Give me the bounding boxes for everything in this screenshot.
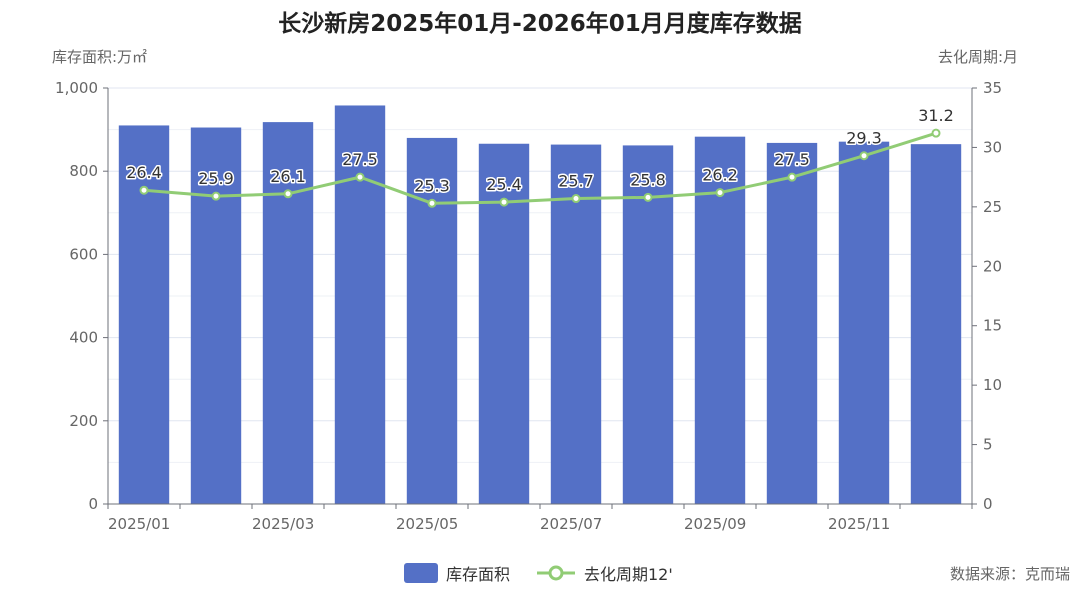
chart-title: 长沙新房2025年01月-2026年01月月度库存数据 [278,11,802,37]
legend-bar-swatch [404,563,438,583]
y-right-tick-label: 5 [983,436,993,454]
cycle-point-2025/08 [643,192,653,202]
legend-label-inventory: 库存面积 [446,565,511,584]
cycle-data-label: 26.1 [270,167,306,186]
cycle-point-2025/09 [715,188,725,198]
y-left-tick-label: 0 [88,495,98,513]
y-right-tick-label: 25 [983,198,1002,216]
x-tick-label: 2025/05 [396,515,458,533]
bar-2025/09 [694,136,746,504]
y-right-tick-label: 15 [983,317,1002,335]
bar-2025/04 [334,105,386,505]
cycle-data-label: 27.5 [774,150,810,169]
data-labels: 26.4 25.9 26.1 27.5 25.3 25.4 25.7 25.8 26.2 27.5… [125,105,956,197]
x-tick-label: 2025/01 [108,515,170,533]
cycle-point-2025/03 [283,189,293,199]
cycle-data-label: 26.2 [702,166,738,185]
bar-2025/10 [766,142,818,505]
x-tick-label: 2025/11 [828,515,890,533]
cycle-point-2025/10 [787,172,797,182]
y-left-tick-label: 1,000 [55,79,98,97]
grid-lines [108,87,972,463]
source-note: 数据来源：克而瑞 [949,565,1070,583]
axes: 0 200 400 600 800 1,000 0 5 10 15 20 25 30 35 2025/01 2… [55,79,1002,533]
bar-series [118,105,962,505]
cycle-line [143,131,937,205]
y-left-tick-label: 600 [69,245,98,263]
cycle-data-label: 27.5 [342,150,378,169]
y-left-tick-label: 400 [69,329,98,347]
cycle-data-label: 25.9 [198,169,234,188]
y-right-tick-label: 0 [983,495,993,513]
cycle-point-2025/12 [931,128,941,138]
cycle-point-2025/06 [499,197,509,207]
y-right-tick-label: 35 [983,79,1002,97]
x-tick-label: 2025/03 [252,515,314,533]
legend-item-cycle[interactable]: 去化周期12' [536,561,673,585]
bar-2025/07 [550,144,602,505]
legend-item-inventory[interactable]: 库存面积 [404,561,510,585]
cycle-data-label: 26.4 [126,163,162,182]
cycle-point-2025/07 [571,194,581,204]
cycle-point-2025/01 [139,185,149,195]
bar-2025/12 [910,144,962,504]
x-tick-label: 2025/07 [540,515,602,533]
legend-label-cycle: 去化周期12' [584,565,673,584]
y-right-tick-label: 10 [983,376,1002,394]
cycle-data-label: 25.8 [630,170,666,189]
bar-2025/08 [622,145,674,504]
x-tick-label: 2025/09 [684,515,746,533]
bar-2025/01 [118,125,170,504]
bar-2025/02 [190,127,242,505]
y-left-tick-label: 800 [69,162,98,180]
bar-2025/11 [838,141,890,504]
y-right-tick-label: 20 [983,257,1002,275]
line-series [139,128,941,208]
cycle-data-label: 25.3 [414,176,450,195]
cycle-data-label: 25.4 [486,175,522,194]
cycle-data-label: 29.3 [846,129,882,148]
y-axis-left-title: 库存面积:万㎡ [52,48,147,66]
cycle-data-label: 25.7 [558,172,594,191]
cycle-point-2025/05 [427,198,437,208]
cycle-point-2025/11 [859,151,869,161]
cycle-point-2025/02 [211,191,221,201]
y-axis-right-title: 去化周期:月 [938,48,1018,66]
cycle-data-label: 31.2 [918,106,954,125]
cycle-point-2025/04 [355,172,365,182]
bar-2025/03 [262,122,314,504]
y-left-tick-label: 200 [69,412,98,430]
legend-line-swatch [537,565,575,581]
legend: 库存面积 去化周期12' [0,561,1080,587]
y-right-tick-label: 30 [983,138,1002,156]
